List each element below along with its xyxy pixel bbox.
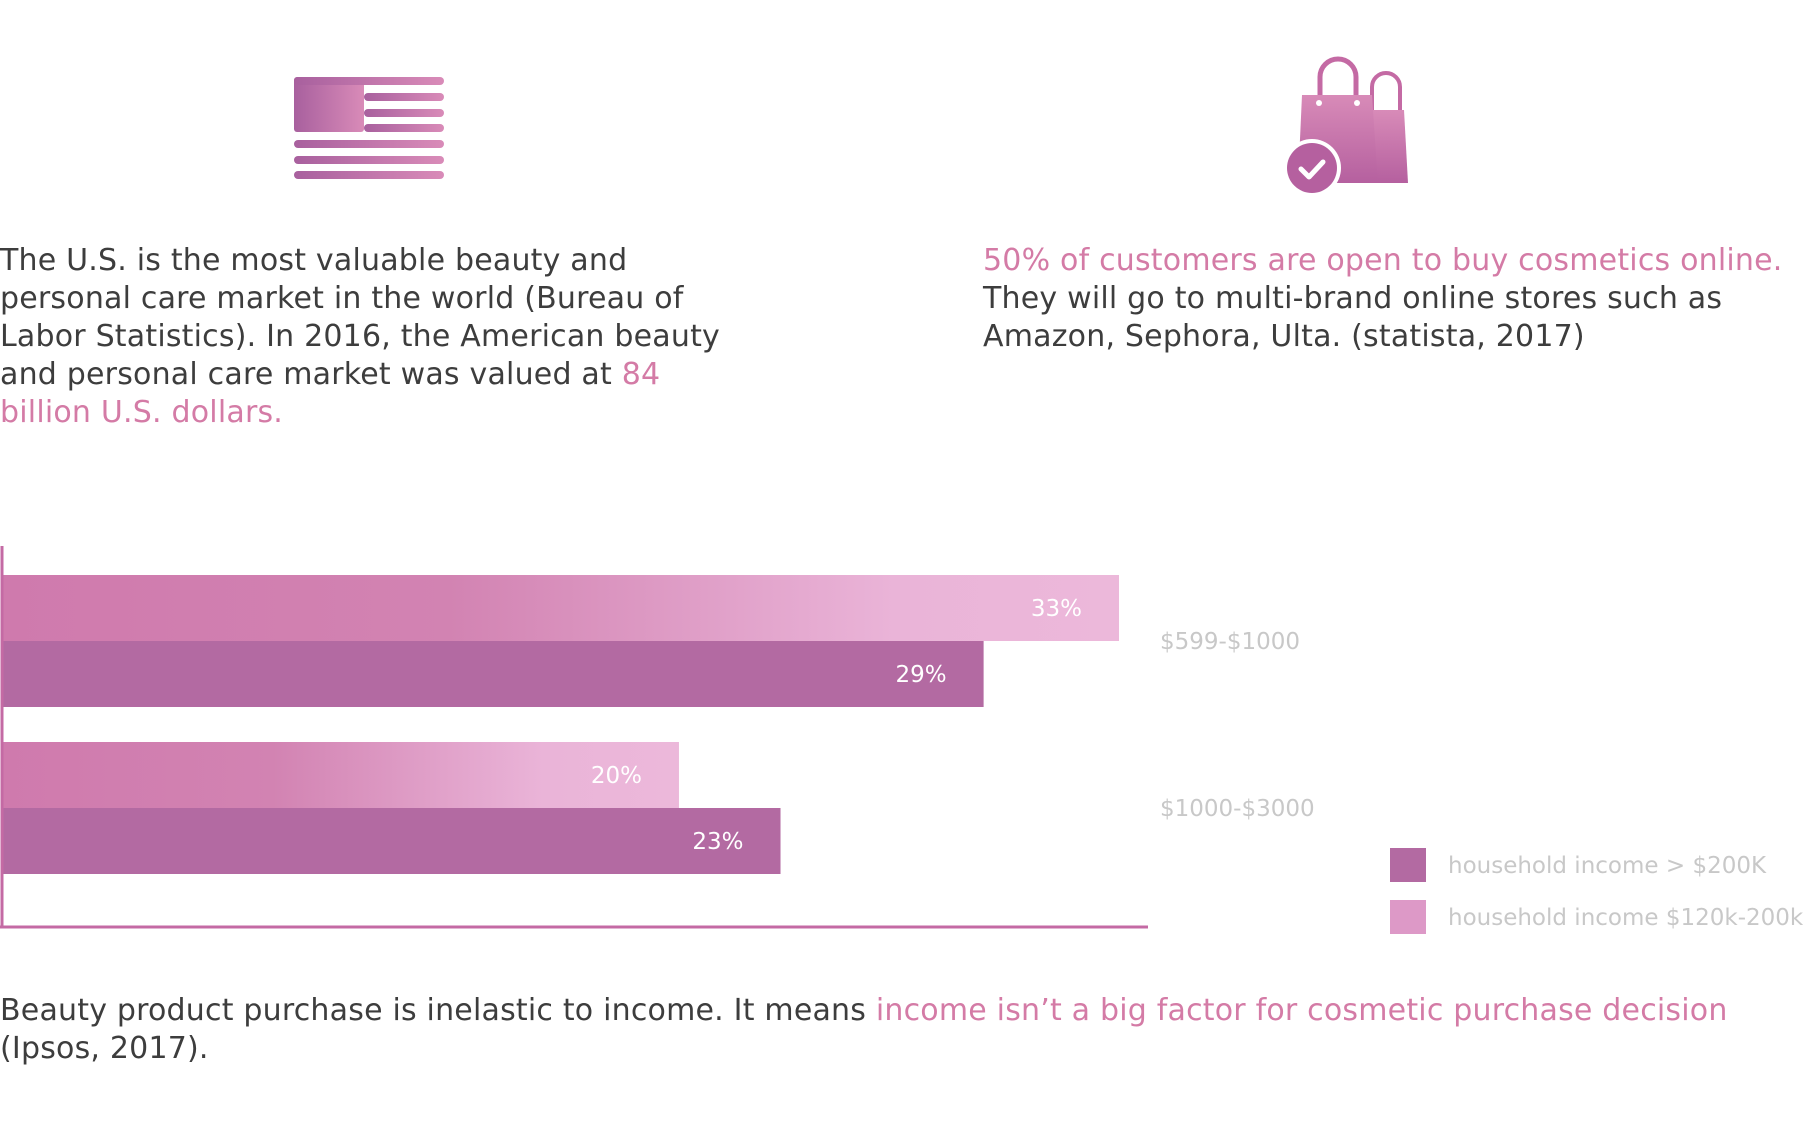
inelastic-highlight: income isn’t a big factor for cosmetic p… <box>875 993 1728 1028</box>
online-highlight: 50% of customers are open to buy cosmeti… <box>983 243 1783 278</box>
inelastic-paragraph: Beauty product purchase is inelastic to … <box>0 992 1810 1068</box>
bar-value-label: 33% <box>1031 596 1082 622</box>
bar <box>2 575 1119 641</box>
bar <box>2 641 984 707</box>
us-market-text: The U.S. is the most valuable beauty and… <box>0 243 720 392</box>
legend-label: household income > $200K <box>1448 853 1767 879</box>
us-flag-icon <box>294 77 444 179</box>
category-label: $1000-$3000 <box>1160 796 1315 822</box>
chart-legend: household income > $200K household income… <box>1390 848 1804 934</box>
legend-label: household income $120k-200k <box>1448 905 1804 931</box>
bars-layer: 33% 29% $599-$1000 20% 23% $1000-$3000 <box>2 575 1315 874</box>
us-market-highlight: 84 billion U.S. dollars. <box>0 357 661 430</box>
bar-value-label: 20% <box>591 763 642 789</box>
legend-swatch <box>1390 900 1426 934</box>
bar-value-label: 23% <box>692 829 743 855</box>
bar <box>2 808 781 874</box>
us-market-paragraph: The U.S. is the most valuable beauty and… <box>0 242 760 432</box>
online-paragraph: 50% of customers are open to buy cosmeti… <box>983 242 1783 356</box>
online-text: They will go to multi-brand online store… <box>983 281 1723 354</box>
inelastic-citation: (Ipsos, 2017). <box>0 1031 209 1066</box>
bar-value-label: 29% <box>895 662 946 688</box>
inelastic-text: Beauty product purchase is inelastic to … <box>0 993 876 1028</box>
legend-swatch <box>1390 848 1426 882</box>
category-label: $599-$1000 <box>1160 629 1300 655</box>
shopping-bags-check-icon <box>1283 56 1408 197</box>
bar <box>2 742 679 808</box>
income-bar-chart: 33% 29% $599-$1000 20% 23% $1000-$3000 househ… <box>0 546 1804 934</box>
